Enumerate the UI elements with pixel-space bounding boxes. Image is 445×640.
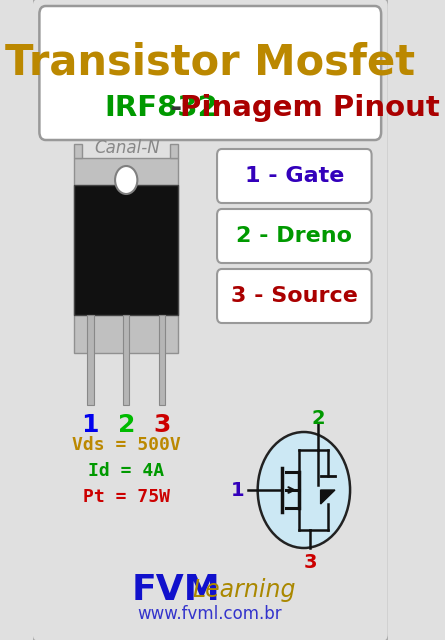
Text: Pt = 75W: Pt = 75W [83,488,170,506]
Bar [74,185,178,315]
Text: 1: 1 [81,413,99,437]
Circle shape [258,432,350,548]
Text: Id = 4A: Id = 4A [88,462,164,480]
Bar [74,144,82,158]
Text: 1: 1 [231,481,245,499]
FancyBboxPatch shape [32,0,389,640]
Polygon shape [320,490,335,504]
FancyBboxPatch shape [217,209,372,263]
Bar [159,315,165,405]
Text: 2 - Dreno: 2 - Dreno [236,226,352,246]
Text: 3: 3 [154,413,171,437]
Text: 2: 2 [312,408,325,428]
Text: Vds = 500V: Vds = 500V [72,436,181,454]
FancyBboxPatch shape [217,149,372,203]
Circle shape [115,166,138,194]
Text: 3 - Source: 3 - Source [231,286,358,306]
Bar [123,315,129,405]
Text: FVM: FVM [132,573,221,607]
Bar [87,315,93,405]
Bar [74,158,178,353]
FancyBboxPatch shape [40,6,381,140]
Text: 1 - Gate: 1 - Gate [245,166,344,186]
Text: Transistor Mosfet: Transistor Mosfet [5,41,415,83]
Text: Canal-N: Canal-N [94,139,160,157]
Text: 3: 3 [303,552,317,572]
Text: IRF832: IRF832 [105,94,218,122]
Text: 2: 2 [117,413,135,437]
Text: -: - [161,94,193,122]
Text: Pinagem Pinout: Pinagem Pinout [180,94,439,122]
Bar [170,144,178,158]
Text: Learning: Learning [192,578,296,602]
FancyBboxPatch shape [217,269,372,323]
Text: www.fvml.com.br: www.fvml.com.br [138,605,282,623]
